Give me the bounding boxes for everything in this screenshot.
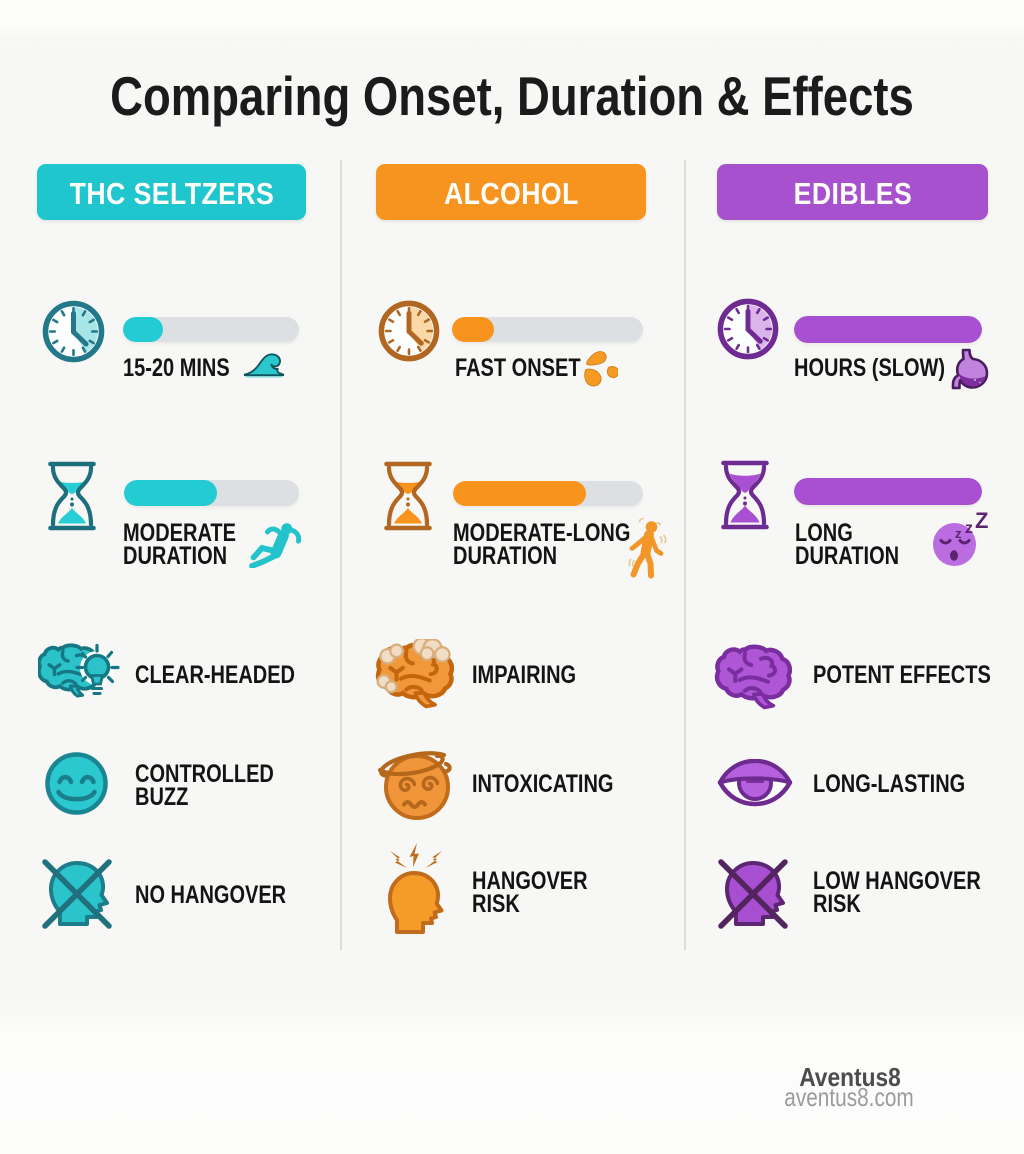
svg-text:z: z xyxy=(955,526,962,541)
svg-text:z: z xyxy=(965,520,973,537)
svg-text:Z: Z xyxy=(975,511,988,533)
